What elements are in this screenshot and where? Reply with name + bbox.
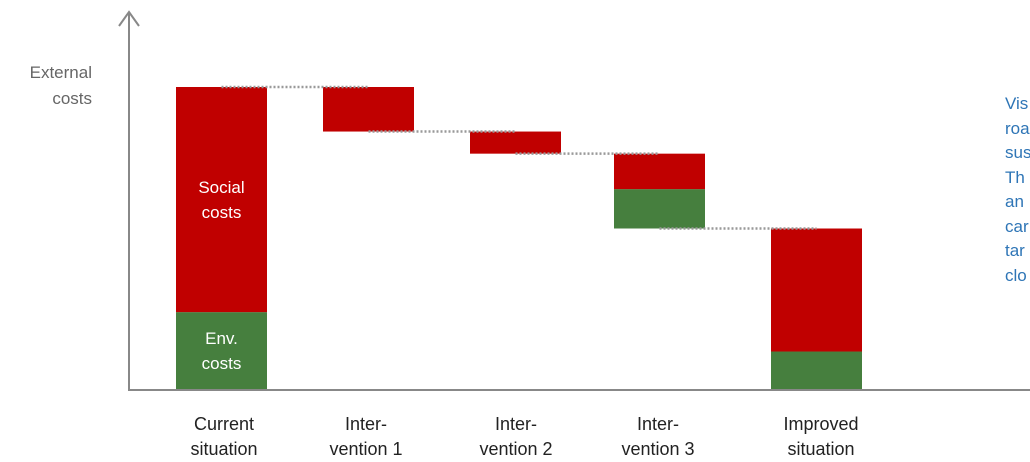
side-text-line: clo <box>1005 265 1027 285</box>
y-axis-arrow-icon <box>118 10 140 27</box>
y-axis-label-line: External <box>29 63 92 82</box>
side-text-line: an <box>1005 192 1024 211</box>
category-label-line: vention 1 <box>329 439 403 459</box>
category-label-line: Inter- <box>344 414 387 434</box>
environmental-segment-label: Env. costs <box>176 326 267 376</box>
side-text-line: roa <box>1005 118 1030 138</box>
side-text-line: Vis <box>1005 94 1029 113</box>
bar-2-social-segment <box>470 131 561 154</box>
bars-layer <box>176 87 862 390</box>
segment-label-line: costs <box>201 202 242 222</box>
category-label-line: situation <box>787 439 855 459</box>
bar-4-environmental-segment <box>771 351 862 390</box>
bar-3-social-segment <box>614 153 705 190</box>
bar-0-environmental-segment <box>176 312 267 390</box>
category-label-line: vention 2 <box>479 439 553 459</box>
side-text-line: Th <box>1005 167 1025 187</box>
bar-0-social-segment <box>176 87 267 313</box>
y-axis-label-line: costs <box>52 89 92 108</box>
category-label-line: Inter- <box>636 414 679 434</box>
category-label: Inter-vention 3 <box>588 412 728 462</box>
side-description-text: Vis roa sus Th an car tar clo <box>1005 92 1030 288</box>
category-label: Inter-vention 1 <box>296 412 436 462</box>
side-text-line: car <box>1005 216 1029 236</box>
segment-label-line: Social <box>198 177 245 197</box>
social-segment-label: Social costs <box>176 175 267 225</box>
category-label: Current situation <box>154 412 294 462</box>
segment-label-line: costs <box>201 354 242 374</box>
category-label-line: Inter- <box>494 414 537 434</box>
category-label: Improved situation <box>751 412 891 462</box>
segment-label-line: Env. <box>205 329 238 349</box>
y-axis-label: External costs <box>0 60 92 112</box>
side-text-line: sus <box>1005 143 1030 162</box>
connectors-layer <box>221 85 817 230</box>
bar-3-environmental-segment <box>614 189 705 229</box>
category-label-line: vention 3 <box>621 439 695 459</box>
category-label-line: Improved <box>783 414 859 434</box>
category-label: Inter-vention 2 <box>446 412 586 462</box>
category-label-line: Current <box>193 414 255 434</box>
bar-4-social-segment <box>771 228 862 352</box>
bar-1-social-segment <box>323 87 414 132</box>
side-text-line: tar <box>1005 241 1025 260</box>
category-label-line: situation <box>190 439 258 459</box>
